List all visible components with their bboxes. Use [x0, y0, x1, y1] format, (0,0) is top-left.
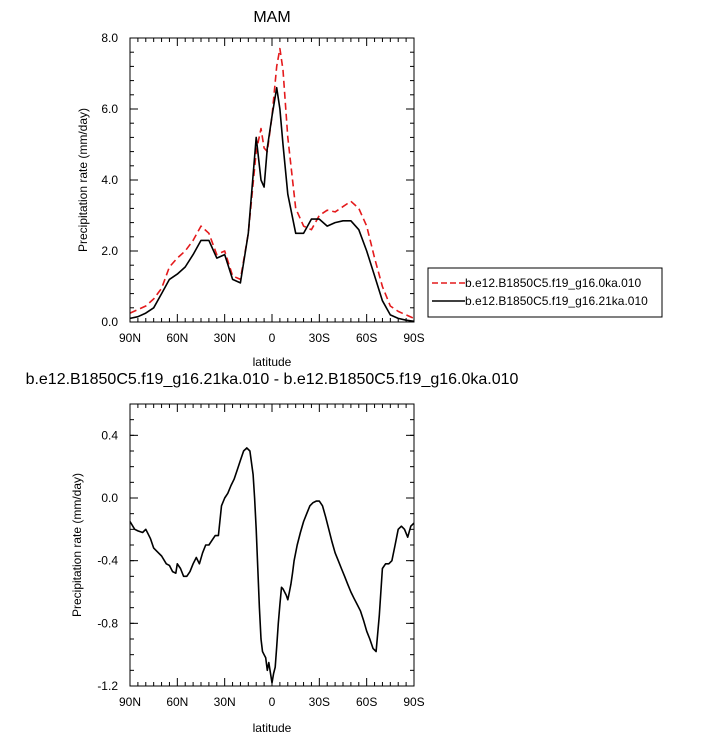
legend-label-series-1: b.e12.B1850C5.f19_g16.0ka.010	[465, 276, 641, 290]
top-xtick-label: 30S	[309, 331, 330, 345]
bottom-series-line-1	[129, 447, 415, 684]
bottom-plot-frame	[129, 403, 415, 687]
bottom-xtick-label: 60S	[356, 695, 377, 709]
top-yaxis-label: Precipitation rate (mm/day)	[76, 108, 90, 252]
bottom-ytick-label: -0.8	[97, 616, 118, 630]
top-ytick-label: 8.0	[101, 31, 118, 45]
bottom-panel: b.e12.B1850C5.f19_g16.21ka.010 - b.e12.B…	[26, 371, 519, 735]
legend-label-series-2: b.e12.B1850C5.f19_g16.21ka.010	[465, 294, 648, 308]
legend-box	[427, 267, 663, 318]
top-xtick-label: 60S	[356, 331, 377, 345]
bottom-xtick-label: 30N	[214, 695, 236, 709]
bottom-xtick-label: 60N	[166, 695, 188, 709]
bottom-panel-title: b.e12.B1850C5.f19_g16.21ka.010 - b.e12.B…	[26, 371, 519, 388]
top-plot-frame	[129, 37, 415, 323]
top-panel-title: MAM	[253, 9, 290, 26]
top-ytick-label: 2.0	[101, 244, 118, 258]
top-legend: b.e12.B1850C5.f19_g16.0ka.010 b.e12.B185…	[427, 267, 663, 318]
top-panel: MAM 90N 60N 30N 0 30S 60S 90S 0.0 2.0 4.0 6.0 8.0 l…	[76, 9, 663, 369]
bottom-ytick-label: -1.2	[97, 679, 118, 693]
top-xaxis-label: latitude	[253, 355, 292, 369]
top-series-line-1	[129, 47, 415, 320]
top-ytick-label: 6.0	[101, 102, 118, 116]
bottom-ytick-label: -0.4	[97, 554, 118, 568]
bottom-xtick-label: 30S	[309, 695, 330, 709]
top-xtick-label: 90N	[119, 331, 141, 345]
bottom-xtick-label: 90N	[119, 695, 141, 709]
top-xtick-label: 60N	[166, 331, 188, 345]
top-xtick-label: 30N	[214, 331, 236, 345]
top-ytick-label: 4.0	[101, 173, 118, 187]
top-ytick-label: 0.0	[101, 315, 118, 329]
bottom-yaxis-label: Precipitation rate (mm/day)	[70, 473, 84, 617]
top-series-line-2	[129, 86, 415, 323]
bottom-xaxis-label: latitude	[253, 721, 292, 735]
bottom-plot-area: 90N 60N 30N 0 30S 60S 90S -1.2 -0.8 -0.4 0.0 0.4	[97, 403, 425, 709]
bottom-ytick-label: 0.0	[101, 491, 118, 505]
bottom-xtick-label: 90S	[403, 695, 424, 709]
bottom-ytick-label: 0.4	[101, 428, 118, 442]
bottom-xtick-label: 0	[269, 695, 276, 709]
top-xtick-label: 0	[269, 331, 276, 345]
top-plot-area: 90N 60N 30N 0 30S 60S 90S 0.0 2.0 4.0 6.0 8.0	[101, 31, 424, 345]
top-xtick-label: 90S	[403, 331, 424, 345]
